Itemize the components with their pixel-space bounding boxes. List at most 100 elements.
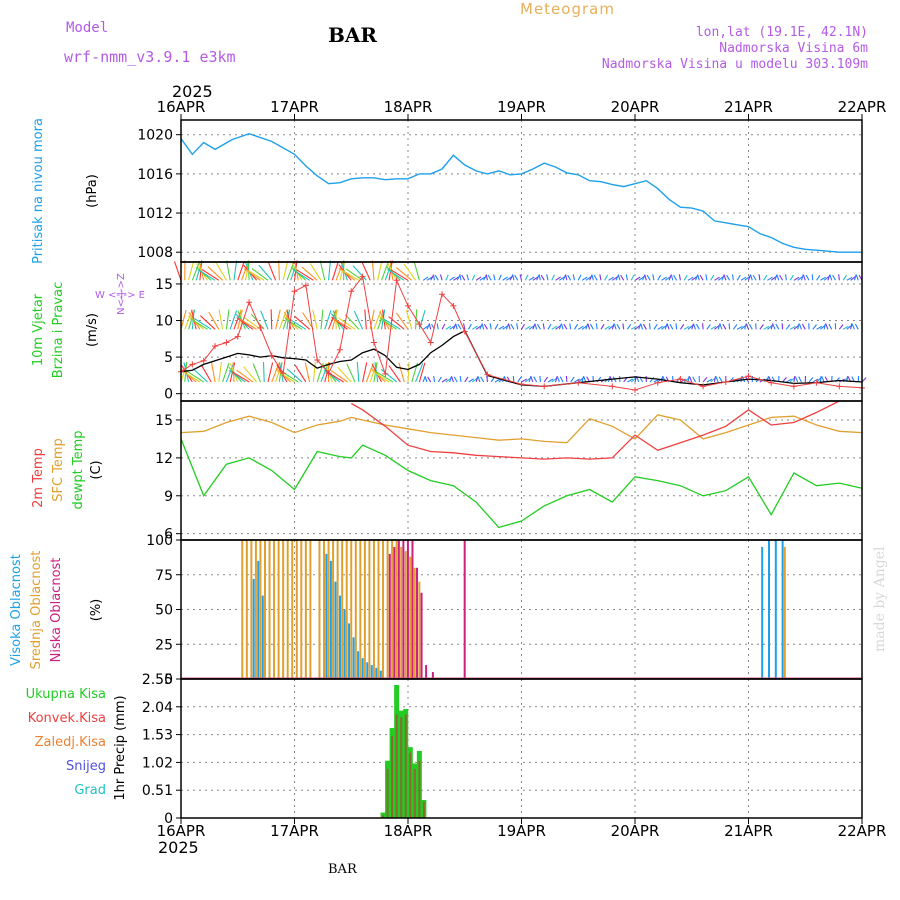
wind-arrow: [270, 309, 273, 330]
wind-arrow: [585, 276, 592, 281]
mid-cloud-bar: [345, 540, 348, 679]
mid-cloud-bar: [372, 540, 375, 679]
wind-arrow: [652, 274, 655, 281]
wind-arrow: [428, 323, 432, 330]
wind-arrow: [173, 261, 182, 281]
wind-arrow: [464, 376, 469, 383]
low-cloud-bar: [416, 567, 419, 679]
wind-arrow: [691, 323, 695, 330]
wind-arrow: [802, 274, 806, 281]
mid-cloud-bar: [254, 540, 257, 679]
wind-arrow: [275, 309, 281, 330]
x-tick-label-bottom: 16APR: [157, 822, 206, 840]
wind-arrow: [767, 325, 773, 330]
wind-gust-marker: [234, 333, 241, 340]
x-tick-label-bottom: 17APR: [270, 822, 319, 840]
mid-cloud-bar: [277, 540, 280, 679]
wind-arrow: [237, 261, 245, 281]
wind-arrow: [345, 268, 363, 281]
mid-cloud-bar: [783, 546, 786, 679]
wind-arrow: [710, 325, 717, 330]
wind-arrow: [820, 324, 826, 330]
mid-cloud-bar: [332, 540, 335, 679]
wind-gust-marker: [416, 321, 423, 328]
mid-cloud-bar: [318, 540, 321, 679]
wind-arrow: [776, 274, 780, 281]
mid-cloud-bar: [309, 540, 312, 679]
x-tick-label-bottom: 21APR: [724, 822, 773, 840]
mid-cloud-bar: [377, 540, 380, 679]
wind-arrow: [793, 276, 800, 281]
wind-arrow: [258, 264, 273, 281]
wind-arrow: [472, 325, 478, 330]
wind-arrow: [630, 325, 637, 330]
wind-arrow: [479, 323, 483, 330]
conv-precip-bar: [418, 760, 421, 818]
wind-arrow: [816, 377, 822, 383]
wind-arrow: [661, 276, 667, 281]
wind-arrow: [373, 310, 382, 330]
wind-arrow: [506, 276, 512, 281]
conv-precip-bar: [386, 768, 389, 818]
wind-arrow: [673, 274, 678, 281]
wind-gust-marker: [427, 339, 434, 346]
wind-arrow: [731, 274, 734, 281]
low-cloud-bar: [411, 540, 414, 679]
wind-arrow: [829, 274, 833, 281]
wind-arrow: [819, 375, 822, 383]
wind-arrow: [608, 325, 614, 330]
wind-arrow: [543, 376, 549, 383]
wind-arrow: [197, 269, 216, 281]
wind-arrow: [713, 375, 717, 383]
y-tick-label: 1.02: [142, 755, 173, 771]
wind-arrow: [854, 323, 859, 330]
mid-cloud-bar: [350, 540, 353, 679]
wind-arrow: [517, 376, 522, 383]
wind-arrow: [798, 376, 802, 383]
temp-ylabel-2: SFC Temp: [51, 438, 66, 502]
wind-arrow: [243, 317, 261, 330]
wind-arrow: [793, 325, 799, 330]
wind-arrow: [260, 310, 269, 330]
wind-arrow: [207, 266, 223, 281]
wind-arrow: [210, 362, 216, 383]
wind-arrow: [842, 325, 849, 330]
wind-arrow: [201, 269, 220, 281]
precip-legend-item: Konvek.Kisa: [28, 711, 106, 726]
wind-arrow: [752, 274, 757, 281]
wind-arrow: [661, 325, 667, 330]
compass-ns: N<-|->Z: [116, 273, 127, 315]
wind-arrow: [668, 274, 672, 281]
wind-arrow: [838, 274, 840, 281]
wind-arrow: [475, 325, 482, 330]
wind-gust-marker: [700, 383, 707, 390]
wind-arrow: [456, 274, 461, 281]
coords-text: lon,lat (19.1E, 42.1N): [695, 25, 868, 40]
wind-arrow: [622, 323, 625, 330]
wind-arrow: [572, 274, 576, 281]
wind-arrow: [559, 376, 564, 383]
wind-arrow: [471, 274, 476, 281]
wind-arrow: [457, 323, 462, 330]
wind-arrow: [775, 323, 780, 330]
wind-arrow: [687, 325, 694, 330]
wind-gust-marker: [575, 379, 582, 386]
wind-arrow: [853, 274, 857, 281]
wind-arrow: [267, 362, 274, 383]
wind-arrow: [547, 378, 554, 383]
mid-cloud-bar: [273, 540, 276, 679]
wind-arrow: [680, 378, 686, 383]
wind-arrow: [422, 325, 429, 330]
wind-arrow: [551, 377, 557, 383]
wind-arrow: [381, 261, 390, 281]
wind-arrow: [243, 268, 261, 281]
wind-arrow: [218, 309, 224, 330]
wind-arrow: [229, 310, 238, 330]
wind-arrow: [380, 368, 397, 383]
wind-arrow: [577, 274, 582, 281]
high-cloud-bar: [252, 578, 255, 679]
wind-arrow: [800, 274, 804, 281]
wind-arrow: [801, 323, 806, 330]
wind-arrow: [475, 276, 482, 281]
wind-arrow: [485, 274, 488, 281]
